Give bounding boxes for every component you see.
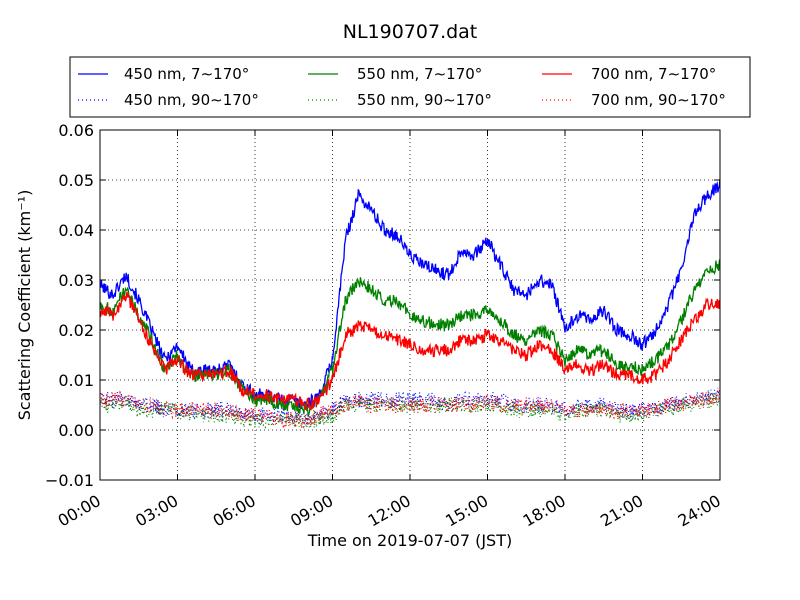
legend-entry-5: 700 nm, 90∼170° [591, 91, 726, 109]
x-axis-label: Time on 2019-07-07 (JST) [307, 531, 512, 550]
y-tick-label: 0.02 [58, 321, 94, 340]
x-tick-label: 15:00 [442, 491, 491, 531]
x-tick-label: 00:00 [55, 491, 104, 531]
series-line-4 [100, 391, 720, 429]
legend-box [69, 56, 751, 118]
x-tick-label: 21:00 [597, 491, 646, 531]
y-tick-label: −0.01 [45, 471, 94, 490]
y-tick-label: 0.06 [58, 121, 94, 140]
legend-entry-0: 450 nm, 7∼170° [124, 65, 249, 83]
grid-lines [99, 129, 721, 481]
y-tick-label: 0.00 [58, 421, 94, 440]
y-tick-label: 0.04 [58, 221, 94, 240]
chart-title: NL190707.dat [343, 21, 478, 43]
legend-entry-4: 550 nm, 90∼170° [357, 91, 492, 109]
series-line-2 [100, 291, 720, 411]
series-line-0 [100, 178, 720, 411]
y-axis-label: Scattering Coefficient (km⁻¹) [15, 190, 34, 421]
x-tick-label: 18:00 [520, 491, 569, 531]
legend: 450 nm, 7∼170° 550 nm, 7∼170° 700 nm, 7∼17… [69, 56, 751, 118]
x-tick-label: 24:00 [675, 491, 724, 531]
x-tick-label: 06:00 [210, 491, 259, 531]
y-tick-label: 0.03 [58, 271, 94, 290]
y-tick-label: 0.05 [58, 171, 94, 190]
series-group [100, 178, 720, 430]
series-line-5 [100, 387, 720, 430]
legend-entry-1: 550 nm, 7∼170° [357, 65, 482, 83]
x-tick-label: 09:00 [287, 491, 336, 531]
x-tick-label: 12:00 [365, 491, 414, 531]
plot-area: 00:00 03:00 06:00 09:00 12:00 15:00 18:00 21:00… [45, 121, 724, 531]
legend-entry-3: 450 nm, 90∼170° [124, 91, 259, 109]
y-tick-label: 0.01 [58, 371, 94, 390]
x-tick-label: 03:00 [132, 491, 181, 531]
legend-entry-2: 700 nm, 7∼170° [591, 65, 716, 83]
